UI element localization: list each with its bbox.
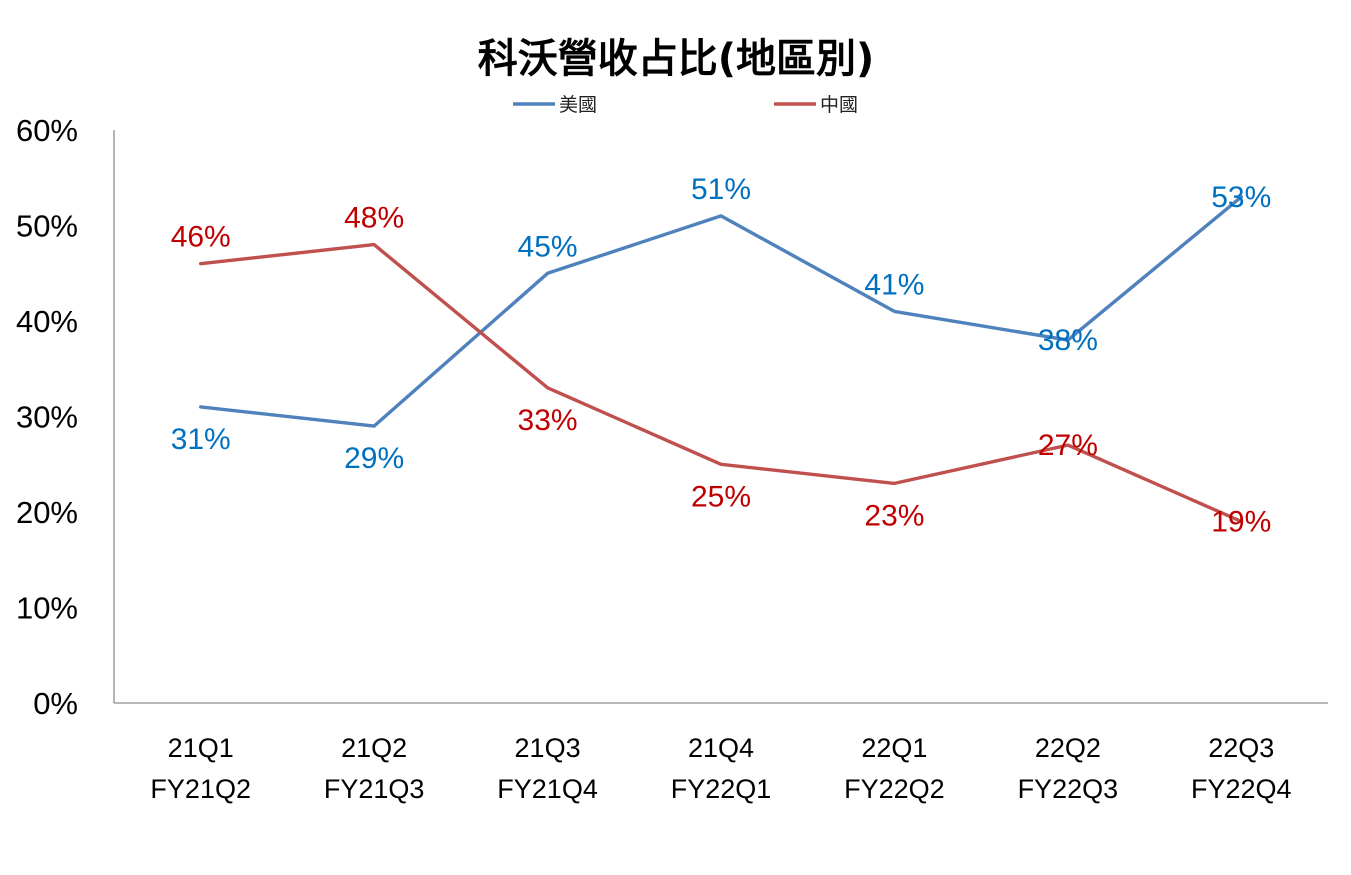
x-tick-label: 22Q1 <box>861 733 927 763</box>
x-tick-label: FY21Q4 <box>497 774 598 804</box>
data-label-cn: 23% <box>864 499 924 532</box>
x-tick-label: 21Q4 <box>688 733 754 763</box>
legend: 美國 中國 <box>513 94 858 116</box>
x-tick-label: 22Q2 <box>1035 733 1101 763</box>
data-label-us: 51% <box>691 173 751 206</box>
x-tick-label: FY22Q4 <box>1191 774 1292 804</box>
data-labels: 31% 29% 45% 51% 41% 38% 53% 46% 48% 33% 25% 23% 27% 1… <box>171 173 1272 539</box>
x-tick-label: FY22Q1 <box>671 774 772 804</box>
series-line-cn <box>198 242 1244 524</box>
data-label-us: 53% <box>1211 181 1271 214</box>
y-tick-label: 20% <box>16 495 78 530</box>
data-label-cn: 33% <box>518 404 578 437</box>
y-tick-label: 10% <box>16 591 78 626</box>
data-label-us: 31% <box>171 423 231 456</box>
data-label-cn: 25% <box>691 480 751 513</box>
data-label-us: 45% <box>518 230 578 263</box>
data-label-us: 38% <box>1038 324 1098 357</box>
y-tick-label: 0% <box>33 686 78 721</box>
axes <box>113 130 1328 704</box>
x-tick-label: 21Q3 <box>515 733 581 763</box>
x-tick-label: FY21Q2 <box>150 774 251 804</box>
series-lines <box>198 195 1244 524</box>
y-tick-label: 50% <box>16 209 78 244</box>
data-label-cn: 27% <box>1038 429 1098 462</box>
x-tick-label: FY22Q3 <box>1018 774 1119 804</box>
data-label-us: 29% <box>344 442 404 475</box>
y-tick-label: 60% <box>16 113 78 148</box>
series-line-us <box>198 195 1244 428</box>
y-tick-label: 30% <box>16 400 78 435</box>
legend-label-cn: 中國 <box>820 94 858 116</box>
data-label-cn: 48% <box>344 202 404 235</box>
data-label-cn: 19% <box>1211 506 1271 539</box>
y-tick-label: 40% <box>16 304 78 339</box>
x-tick-labels: 21Q1 FY21Q2 21Q2 FY21Q3 21Q3 FY21Q4 21Q4 FY22Q1… <box>150 733 1291 804</box>
x-tick-label: FY21Q3 <box>324 774 425 804</box>
x-tick-label: 21Q2 <box>341 733 407 763</box>
x-tick-label: 21Q1 <box>168 733 234 763</box>
x-tick-label: FY22Q2 <box>844 774 945 804</box>
data-label-cn: 46% <box>171 221 231 254</box>
data-label-us: 41% <box>864 268 924 301</box>
chart-title: 科沃營收占比(地區別) <box>478 36 875 82</box>
legend-label-us: 美國 <box>559 94 597 116</box>
y-tick-labels: 0% 10% 20% 30% 40% 50% 60% <box>16 113 78 721</box>
x-tick-label: 22Q3 <box>1208 733 1274 763</box>
